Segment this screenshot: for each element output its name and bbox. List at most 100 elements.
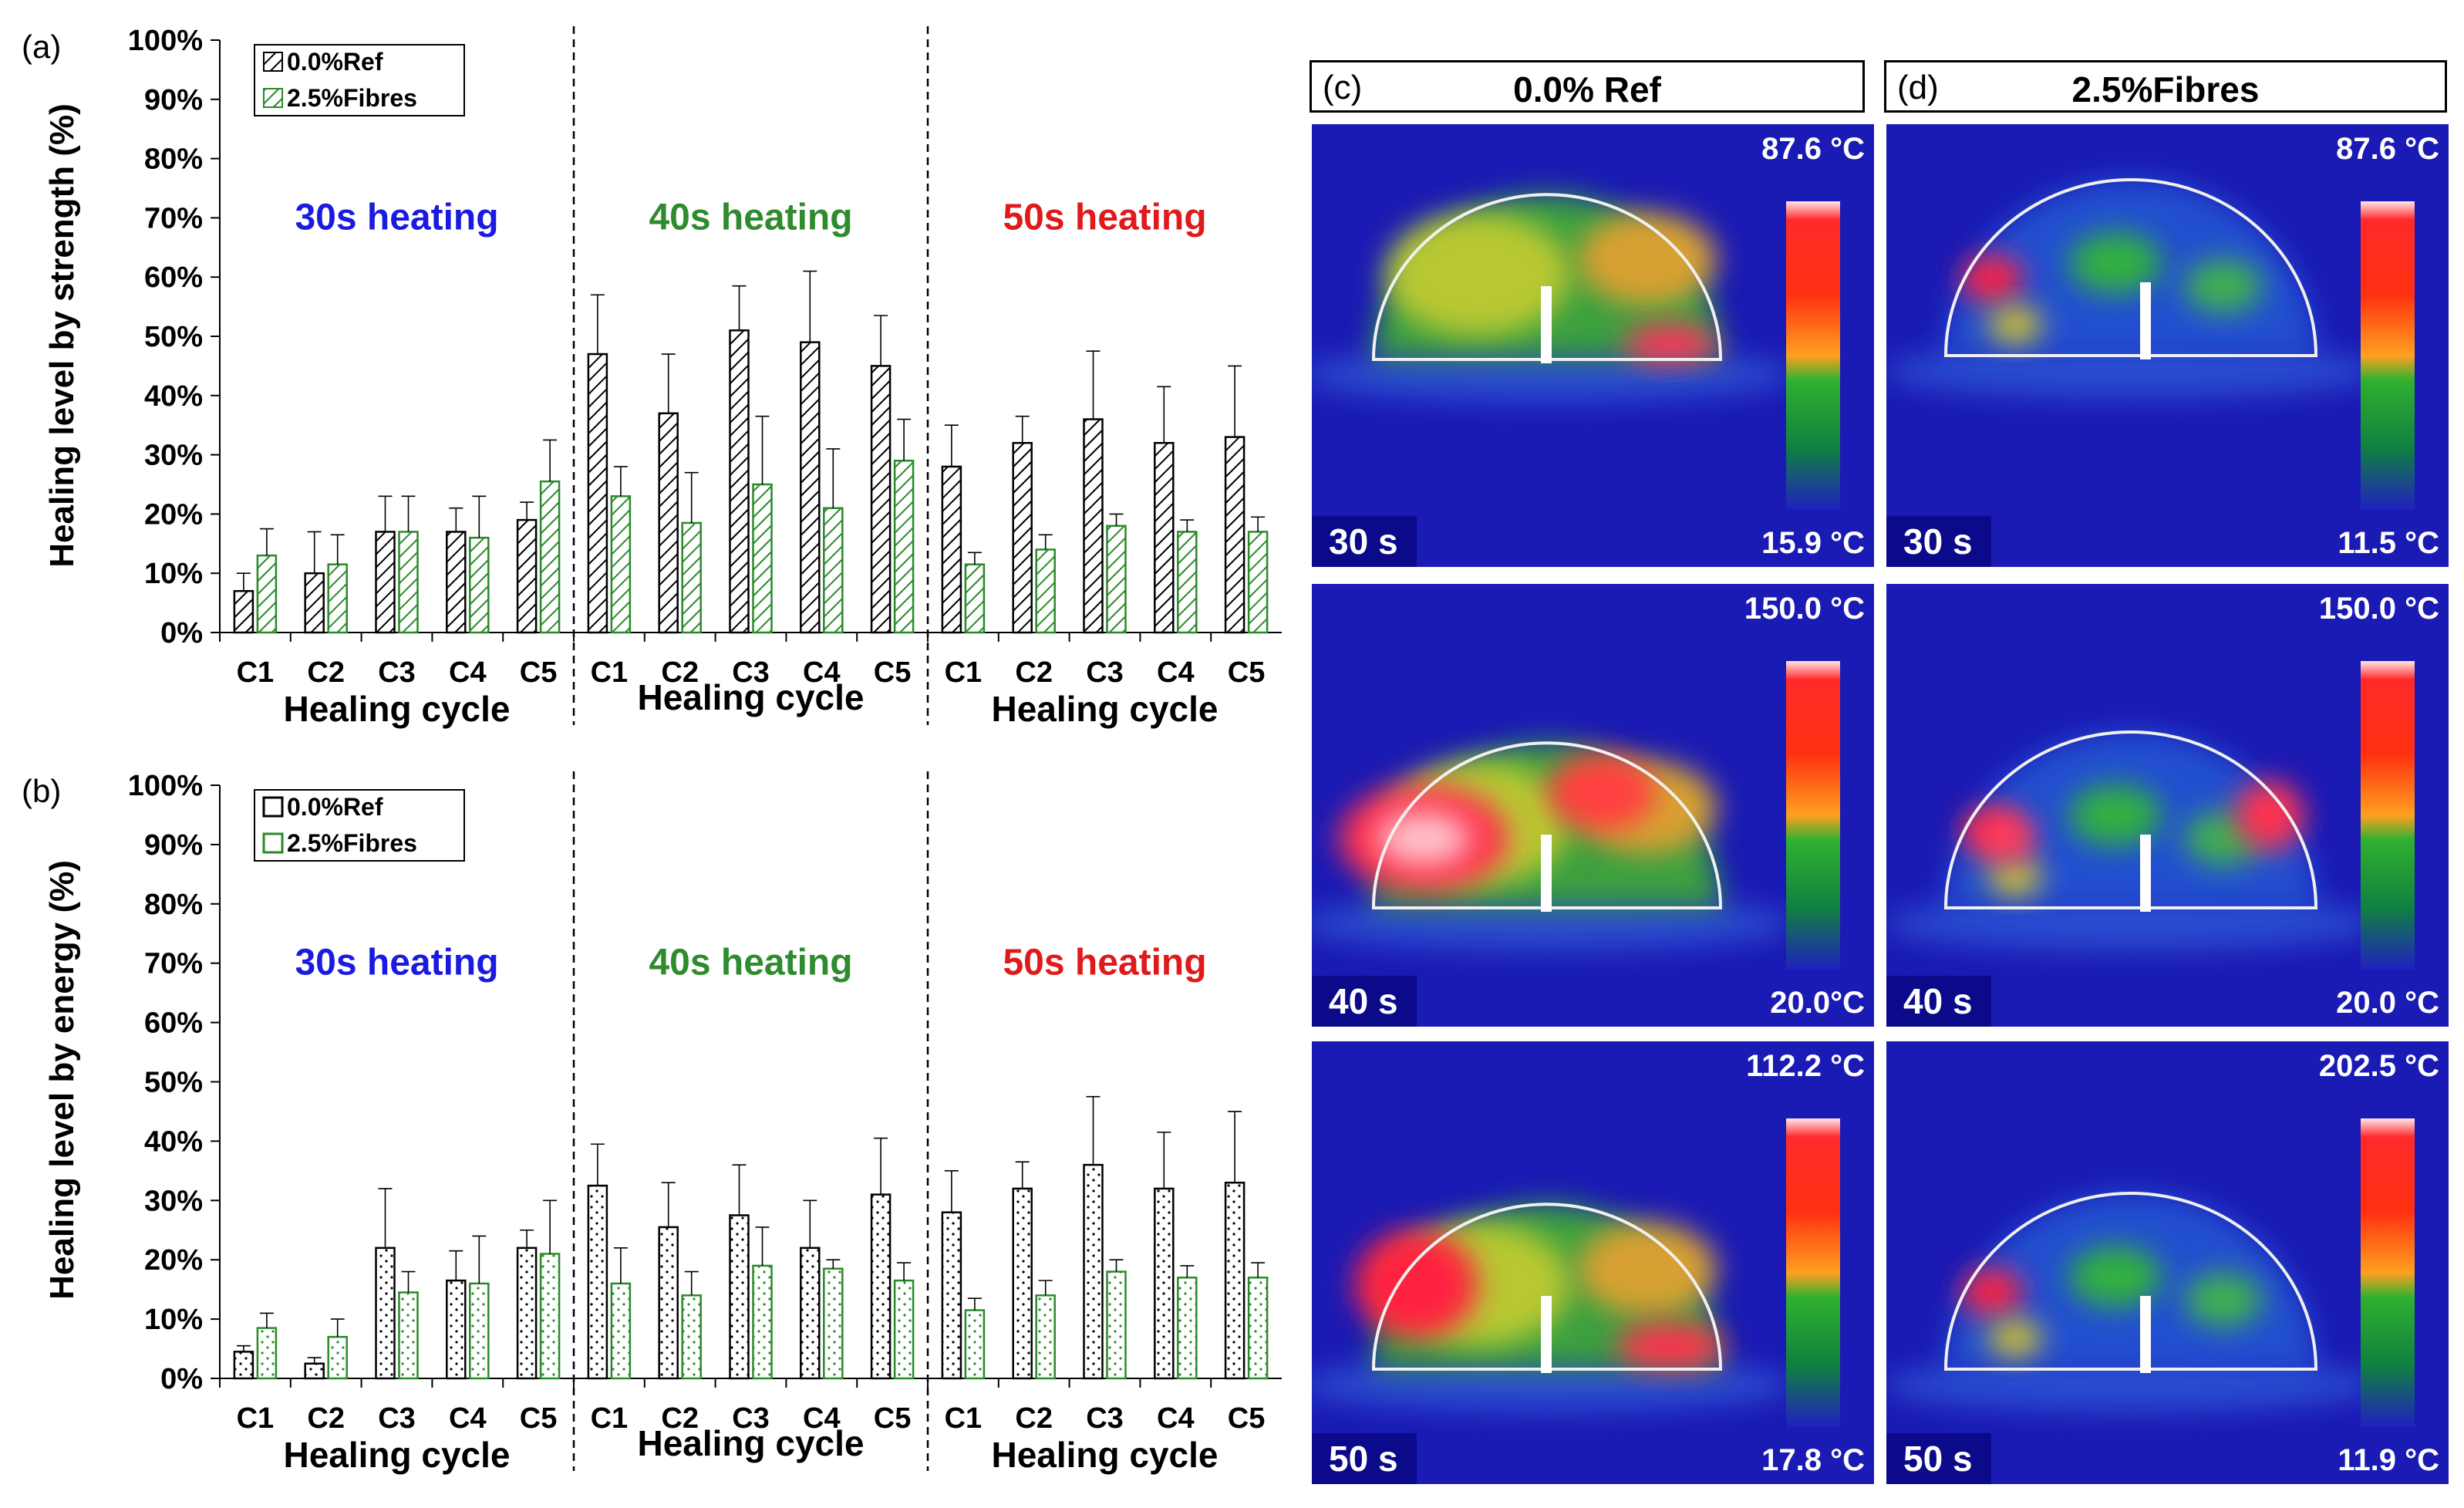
y-tick-label: 30% — [144, 440, 203, 472]
y-tick-label: 70% — [144, 948, 203, 980]
panel-d-header: (d) 2.5%Fibres — [1884, 60, 2447, 113]
bar-ref — [233, 1351, 254, 1380]
heating-label: 30s heating — [295, 943, 498, 983]
x-tick-label: C5 — [1228, 656, 1266, 689]
y-tick-label: 20% — [144, 1244, 203, 1277]
temp-max-label: 150.0 °C — [1744, 592, 1865, 626]
specimen-outline — [1371, 1203, 1723, 1371]
bar-ref — [658, 1226, 679, 1380]
bar-ref — [800, 1247, 821, 1380]
color-scale-bar — [2361, 201, 2415, 510]
thermal-image-ref-3: 112.2 °C 17.8 °C 50 s — [1310, 1039, 1876, 1486]
bar-fibres — [893, 1279, 915, 1380]
temp-max-label: 87.6 °C — [1761, 132, 1865, 166]
bar-fibres — [398, 1291, 419, 1380]
thermal-image-fibres-2: 150.0 °C 20.0 °C 40 s — [1884, 582, 2451, 1029]
bar-fibres — [1035, 1294, 1056, 1380]
x-tick-label: C3 — [1086, 1402, 1124, 1435]
temp-max-label: 150.0 °C — [2318, 592, 2439, 626]
chart-a-ylabel: Healing level by strength (%) — [43, 103, 81, 567]
bar-fibres — [327, 563, 348, 634]
bar-fibres — [893, 460, 915, 634]
heat-zone — [1578, 213, 1717, 305]
bar-fibres — [469, 536, 490, 634]
y-tick-label: 90% — [144, 84, 203, 116]
color-scale-bar — [1786, 661, 1840, 970]
y-tick-label: 0% — [160, 1363, 203, 1395]
heat-zone — [1385, 213, 1570, 336]
hot-spot — [1616, 1323, 1724, 1369]
x-tick-label: C3 — [732, 1402, 770, 1435]
heating-label: 50s heating — [1003, 197, 1206, 238]
x-tick-label: C3 — [1086, 656, 1124, 689]
color-scale-bar — [1786, 201, 1840, 510]
bar-ref — [1154, 1187, 1175, 1380]
bar-fibres — [964, 563, 986, 634]
x-axis-title: Healing cycle — [637, 677, 864, 717]
x-tick-label: C1 — [237, 656, 275, 689]
bar-fibres — [681, 521, 702, 634]
bar-fibres — [398, 531, 419, 634]
x-tick-label: C1 — [591, 656, 629, 689]
notch-marker — [2140, 1296, 2151, 1373]
hot-spot — [1961, 255, 2023, 302]
x-tick-label: C5 — [520, 656, 558, 689]
y-tick-label: 10% — [144, 1304, 203, 1336]
x-tick-label: C4 — [803, 1402, 841, 1435]
x-tick-label: C5 — [1228, 1402, 1266, 1435]
y-tick-label: 10% — [144, 558, 203, 590]
specimen-outline — [1371, 193, 1723, 361]
bar-ref — [870, 1193, 892, 1380]
x-tick-label: C2 — [661, 1402, 699, 1435]
bar-fibres — [752, 1264, 773, 1380]
y-tick-label: 80% — [144, 143, 203, 176]
y-tick-label: 100% — [128, 770, 203, 802]
bar-ref — [941, 1211, 962, 1380]
bar-fibres — [256, 554, 278, 634]
thermal-scene — [1886, 124, 2449, 567]
bar-ref — [587, 353, 608, 634]
bar-ref — [1224, 1181, 1245, 1380]
hot-spot — [1624, 325, 1717, 363]
temp-max-label: 87.6 °C — [2336, 132, 2439, 166]
x-tick-label: C4 — [1157, 1402, 1195, 1435]
thermal-scene — [1312, 1041, 1874, 1484]
temp-max-label: 202.5 °C — [2318, 1049, 2439, 1083]
x-axis-title: Healing cycle — [637, 1423, 864, 1463]
bar-fibres — [1106, 1270, 1127, 1380]
y-tick-label: 60% — [144, 261, 203, 294]
temp-min-label: 11.9 °C — [2338, 1443, 2439, 1477]
bar-fibres — [256, 1327, 278, 1380]
bar-ref — [1154, 441, 1175, 634]
x-tick-label: C2 — [307, 1402, 345, 1435]
color-scale-bar — [2361, 1118, 2415, 1427]
panel-c-label: (c) — [1323, 69, 1363, 106]
bar-ref — [1012, 441, 1033, 634]
temp-max-label: 112.2 °C — [1746, 1049, 1865, 1083]
specimen-outline — [1943, 178, 2318, 357]
bar-ref — [375, 1247, 396, 1380]
bar-fibres — [1106, 525, 1127, 634]
temp-min-label: 20.0 °C — [2336, 986, 2439, 1020]
temp-min-label: 20.0°C — [1770, 986, 1865, 1020]
y-tick-label: 90% — [144, 829, 203, 862]
panel-a-label: (a) — [22, 29, 61, 65]
thermal-image-fibres-1: 87.6 °C 11.5 °C 30 s — [1884, 122, 2451, 569]
bar-ref — [516, 518, 538, 634]
bar-fibres — [1177, 1277, 1198, 1380]
thermal-image-ref-2: 150.0 °C 20.0°C 40 s — [1310, 582, 1876, 1029]
x-tick-label: C3 — [732, 656, 770, 689]
x-tick-label: C3 — [378, 1402, 416, 1435]
x-tick-label: C4 — [1157, 656, 1195, 689]
temp-min-label: 15.9 °C — [1761, 526, 1865, 560]
y-tick-label: 40% — [144, 1125, 203, 1158]
hot-spot — [1354, 1230, 1478, 1338]
panel-c-title: 0.0% Ref — [1513, 69, 1661, 110]
panel-d-label: (d) — [1897, 69, 1939, 106]
color-scale-bar — [2361, 661, 2415, 970]
specimen-outline — [1943, 1192, 2318, 1371]
bar-fibres — [1247, 1277, 1269, 1380]
x-tick-label: C4 — [803, 656, 841, 689]
hot-spot — [2235, 781, 2304, 850]
